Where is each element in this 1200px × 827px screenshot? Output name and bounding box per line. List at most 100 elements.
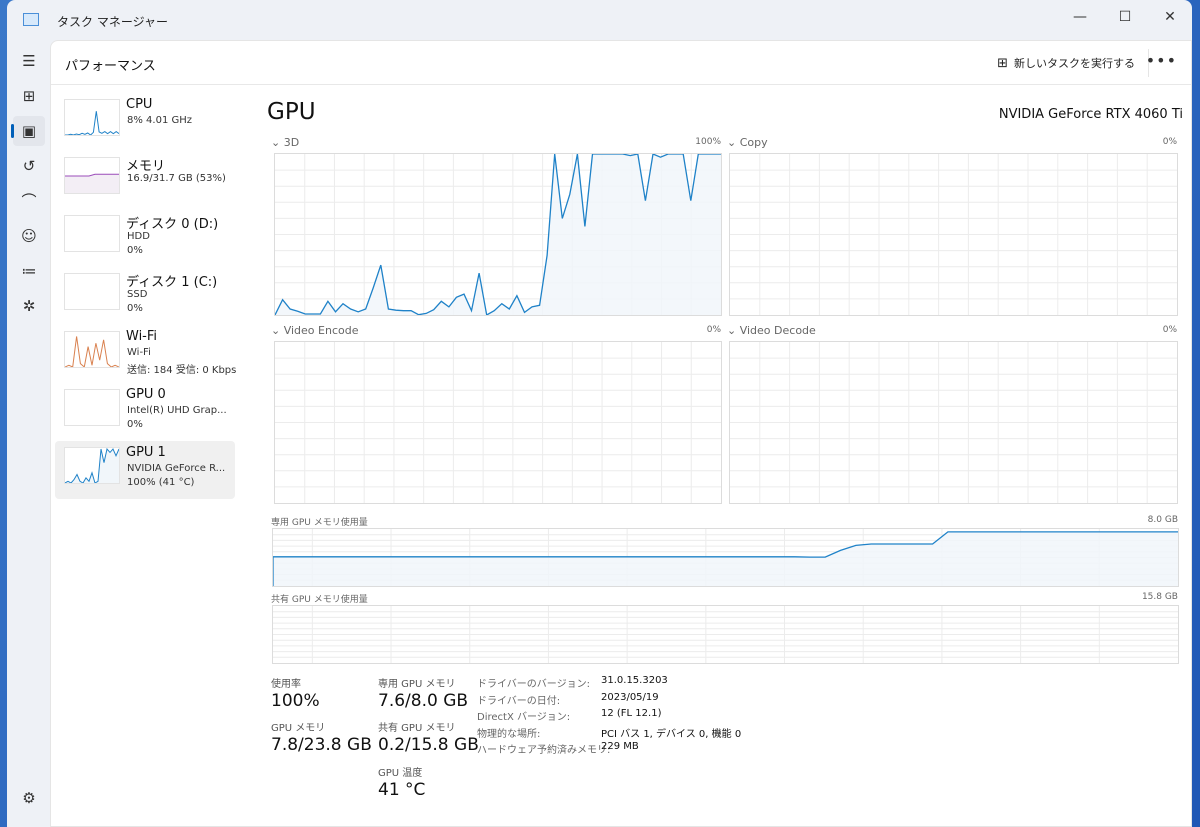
resource-name: ディスク 1 (C:) bbox=[126, 275, 218, 290]
dedicated-memory-stat-value: 7.6/8.0 GB bbox=[378, 691, 469, 711]
engine-3d-label[interactable]: ⌄ 3D bbox=[271, 136, 300, 149]
detail-label: 物理的な場所: bbox=[477, 728, 541, 740]
run-task-label: 新しいタスクを実行する bbox=[1014, 57, 1135, 70]
resource-name: ディスク 0 (D:) bbox=[126, 217, 219, 232]
resource-detail: NVIDIA GeForce R... bbox=[127, 463, 226, 474]
shared-memory-label: 共有 GPU メモリ使用量 bbox=[271, 595, 368, 605]
gpu-memory-label: GPU メモリ bbox=[271, 723, 326, 734]
dedicated-memory-label: 専用 GPU メモリ使用量 bbox=[271, 518, 368, 528]
detail-value: 229 MB bbox=[601, 741, 639, 752]
engine-video-decode-graph bbox=[729, 341, 1178, 504]
shared-memory-graph bbox=[272, 605, 1179, 664]
resource-status: 0% bbox=[127, 303, 143, 314]
resource-thumbnail-graph bbox=[64, 389, 120, 426]
detail-value: 2023/05/19 bbox=[601, 691, 659, 703]
engine-copy-max: 0% bbox=[1162, 137, 1177, 147]
graph-svg bbox=[275, 154, 721, 315]
resource-status: 100% (41 °C) bbox=[127, 477, 195, 488]
graph-svg bbox=[275, 342, 721, 503]
detail-value: 12 (FL 12.1) bbox=[601, 708, 662, 719]
detail-label: ドライバーの日付: bbox=[477, 695, 561, 707]
dedicated-memory-max: 8.0 GB bbox=[1147, 515, 1178, 525]
resource-name: メモリ bbox=[126, 159, 166, 174]
graph-svg bbox=[730, 154, 1177, 315]
details-icon[interactable]: ≔ bbox=[21, 262, 37, 280]
navigation-rail: ☰ ⊞ ▣ ↺ ⌒ ☺ ≔ ✲ ⚙ bbox=[7, 40, 50, 827]
page-header: パフォーマンス ⊞ 新しいタスクを実行する ••• bbox=[51, 41, 1191, 85]
engine-label: Copy bbox=[739, 136, 768, 149]
resource-thumbnail-graph bbox=[64, 447, 120, 484]
engine-video-encode-max: 0% bbox=[706, 325, 721, 335]
detail-label: ドライバーのバージョン: bbox=[477, 679, 590, 690]
resource-item-5[interactable]: GPU 0 Intel(R) UHD Grap... 0% bbox=[55, 383, 235, 441]
resource-name: GPU 0 bbox=[126, 387, 166, 402]
window-title: タスク マネージャー bbox=[57, 15, 168, 29]
utilization-label: 使用率 bbox=[271, 679, 301, 690]
engine-video-decode-max: 0% bbox=[1162, 325, 1177, 335]
processes-icon[interactable]: ⊞ bbox=[22, 87, 36, 105]
performance-icon[interactable]: ▣ bbox=[11, 116, 45, 146]
close-button[interactable]: ✕ bbox=[1164, 9, 1176, 25]
resource-item-6[interactable]: GPU 1 NVIDIA GeForce R... 100% (41 °C) bbox=[55, 441, 235, 499]
engine-3d-max: 100% bbox=[695, 137, 721, 147]
gpu-temperature-label: GPU 温度 bbox=[378, 768, 423, 779]
detail-label: DirectX バージョン: bbox=[477, 712, 571, 723]
resource-thumbnail-graph bbox=[64, 215, 120, 252]
resource-detail: SSD bbox=[127, 289, 148, 300]
resource-thumbnail-graph bbox=[64, 99, 120, 136]
detail-label: ハードウェア予約済みメモリ: bbox=[477, 745, 611, 756]
services-icon[interactable]: ✲ bbox=[22, 297, 36, 315]
resource-thumbnail-graph bbox=[64, 157, 120, 194]
more-options-button[interactable]: ••• bbox=[1145, 51, 1177, 70]
resource-item-4[interactable]: Wi-Fi Wi-Fi 送信: 184 受信: 0 Kbps bbox=[55, 325, 236, 383]
resource-item-0[interactable]: CPU 8% 4.01 GHz bbox=[55, 93, 235, 151]
maximize-button[interactable]: ☐ bbox=[1118, 9, 1132, 25]
resource-title: GPU bbox=[267, 99, 316, 125]
engine-video-encode-label[interactable]: ⌄ Video Encode bbox=[271, 324, 359, 337]
engine-label: Video Encode bbox=[283, 324, 359, 337]
series-line bbox=[273, 531, 1178, 586]
resource-name: Wi-Fi bbox=[126, 329, 158, 344]
engine-3d-graph bbox=[274, 153, 722, 316]
engine-video-decode-label[interactable]: ⌄ Video Decode bbox=[727, 324, 816, 337]
gpu-device-name: NVIDIA GeForce RTX 4060 Ti bbox=[998, 107, 1183, 122]
menu-icon[interactable]: ☰ bbox=[22, 52, 36, 70]
resource-name: GPU 1 bbox=[126, 445, 166, 460]
graph-svg bbox=[273, 529, 1178, 586]
divider bbox=[1148, 49, 1149, 77]
series-area bbox=[273, 531, 1178, 586]
resource-detail: HDD bbox=[127, 231, 150, 242]
gpu-temperature-value: 41 °C bbox=[378, 780, 426, 800]
resource-status: 0% bbox=[127, 245, 143, 256]
resource-name: CPU bbox=[126, 97, 153, 112]
content-panel: パフォーマンス ⊞ 新しいタスクを実行する ••• CPU 8% 4.01 GH… bbox=[50, 40, 1192, 827]
run-new-task-button[interactable]: ⊞ 新しいタスクを実行する bbox=[997, 55, 1135, 71]
startup-icon[interactable]: ⌒ bbox=[21, 192, 37, 210]
detail-value: 31.0.15.3203 bbox=[601, 675, 668, 686]
resource-list: CPU 8% 4.01 GHz メモリ 16.9/31.7 GB (53%) デ… bbox=[55, 93, 236, 499]
task-manager-window: タスク マネージャー — ☐ ✕ ☰ ⊞ ▣ ↺ ⌒ ☺ ≔ ✲ ⚙ パフォーマ… bbox=[7, 0, 1192, 827]
shared-memory-stat-value: 0.2/15.8 GB bbox=[378, 735, 479, 755]
engine-label: Video Decode bbox=[739, 324, 816, 337]
graph-svg bbox=[730, 342, 1177, 503]
graph-svg bbox=[273, 606, 1178, 663]
run-task-icon: ⊞ bbox=[997, 55, 1008, 71]
detail-value: PCI バス 1, デバイス 0, 機能 0 bbox=[601, 728, 742, 740]
minimize-button[interactable]: — bbox=[1073, 9, 1087, 25]
gpu-memory-value: 7.8/23.8 GB bbox=[271, 735, 372, 755]
settings-icon[interactable]: ⚙ bbox=[22, 789, 36, 807]
resource-status: 0% bbox=[127, 419, 143, 430]
series-area bbox=[275, 154, 721, 315]
resource-item-3[interactable]: ディスク 1 (C:) SSD 0% bbox=[55, 267, 235, 325]
dedicated-memory-graph bbox=[272, 528, 1179, 587]
resource-detail: 8% 4.01 GHz bbox=[127, 115, 193, 126]
app-history-icon[interactable]: ↺ bbox=[22, 157, 36, 175]
utilization-value: 100% bbox=[271, 691, 320, 711]
engine-label: 3D bbox=[283, 136, 300, 149]
resource-detail: Intel(R) UHD Grap... bbox=[127, 405, 227, 416]
users-icon[interactable]: ☺ bbox=[21, 227, 37, 245]
resource-item-1[interactable]: メモリ 16.9/31.7 GB (53%) bbox=[55, 151, 235, 209]
task-manager-app-icon bbox=[23, 13, 39, 26]
resource-item-2[interactable]: ディスク 0 (D:) HDD 0% bbox=[55, 209, 235, 267]
engine-copy-label[interactable]: ⌄ Copy bbox=[727, 136, 768, 149]
